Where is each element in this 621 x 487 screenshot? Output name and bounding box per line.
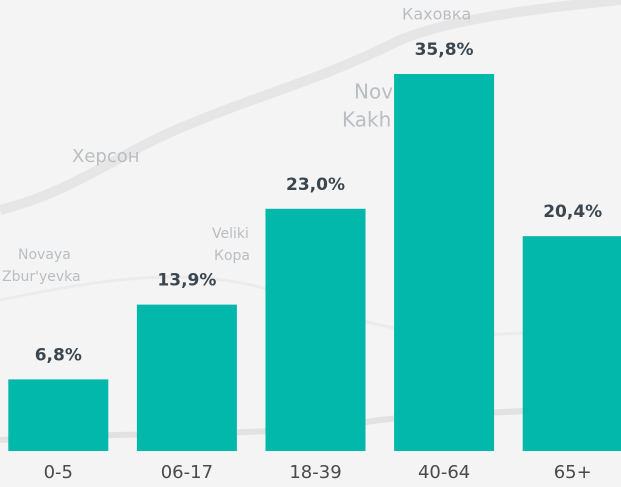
data-label: 20,4% [543, 202, 602, 222]
bar [265, 208, 366, 451]
bar [136, 304, 237, 451]
x-tick-label: 18-39 [289, 462, 341, 483]
map-label: Nov [354, 80, 393, 104]
bar [522, 236, 621, 451]
data-label: 13,9% [157, 271, 216, 291]
x-tick-label: 40-64 [418, 462, 470, 483]
map-label: Kakh [342, 108, 391, 132]
map-label: Novaya [18, 247, 71, 263]
x-tick-label: 65+ [554, 462, 592, 483]
map-river [0, 0, 621, 215]
map-label: Херсон [72, 146, 140, 167]
bar [394, 74, 495, 451]
data-label: 6,8% [35, 345, 82, 365]
map-label: Zbur'yevka [2, 269, 81, 285]
data-label: 23,0% [286, 175, 345, 195]
x-tick-label: 06-17 [161, 462, 213, 483]
map-label: Veliki [212, 226, 249, 242]
data-label: 35,8% [415, 40, 474, 60]
map-label: Каховка [402, 5, 471, 24]
map-label: Кора [214, 248, 250, 264]
x-tick-label: 0-5 [44, 462, 73, 483]
bar [8, 379, 109, 451]
